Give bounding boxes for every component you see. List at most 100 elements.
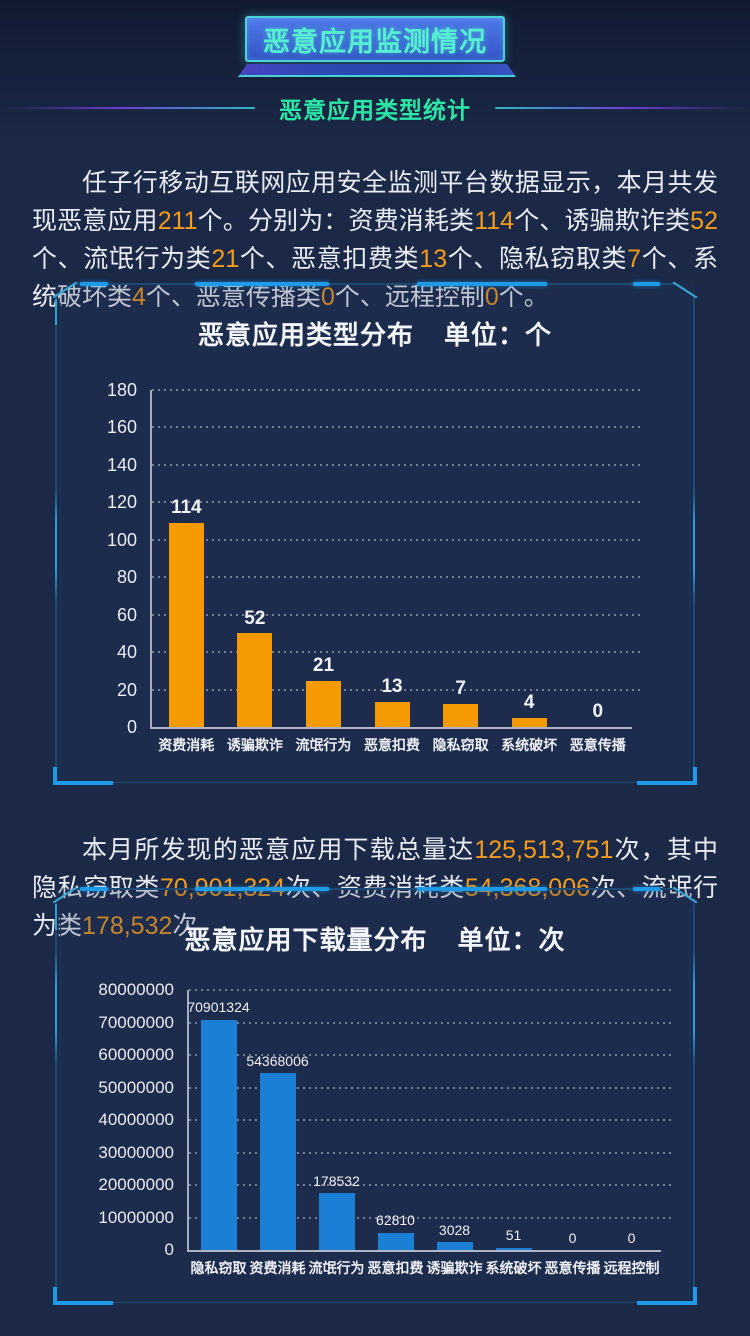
y-tick-label: 0 bbox=[164, 1240, 174, 1259]
bar bbox=[200, 1019, 237, 1250]
bar-value-label: 4 bbox=[523, 692, 535, 714]
y-tick-label: 120 bbox=[106, 492, 137, 513]
number-highlight: 114 bbox=[474, 207, 515, 235]
gridline bbox=[152, 501, 644, 504]
category-label: 诱骗欺诈 bbox=[226, 737, 283, 753]
bar-slot: 4 bbox=[495, 692, 564, 727]
number-highlight: 211 bbox=[157, 207, 198, 235]
category-label: 资费消耗 bbox=[249, 1260, 306, 1276]
number-highlight: 52 bbox=[690, 207, 718, 235]
number-highlight: 0 bbox=[484, 283, 499, 311]
bar-slot: 0 bbox=[543, 1230, 602, 1250]
bar-slot: 51 bbox=[484, 1227, 543, 1250]
page-title: 恶意应用监测情况 bbox=[263, 26, 487, 57]
y-tick-label: 50000000 bbox=[98, 1077, 174, 1097]
category-label: 恶意扣费 bbox=[364, 737, 421, 753]
text-segment: 个、隐私窃取类 bbox=[447, 245, 628, 273]
bar-slot: 7 bbox=[426, 678, 495, 727]
bar-chart-types: 0 20 40 60 80 100 120 140 160 180 114 52 21 13 7 4 0 资费… bbox=[70, 380, 644, 753]
corner-bracket-icon bbox=[53, 767, 113, 785]
text-segment: 任子行移动互联网应用安全监测平台数据显示，本月共发现恶意应用 bbox=[32, 169, 718, 235]
y-tick-label: 0 bbox=[126, 717, 137, 737]
plot-area: 114 52 21 13 7 4 0 资费消耗 诱骗欺诈 流氓行为 恶意扣费 隐私窃取 系统破坏 恶意传… bbox=[150, 389, 644, 753]
category-label: 流氓行为 bbox=[295, 737, 352, 753]
gridline bbox=[189, 1184, 673, 1186]
x-axis-labels: 资费消耗 诱骗欺诈 流氓行为 恶意扣费 隐私窃取 系统破坏 恶意传播 bbox=[152, 735, 632, 755]
header-banner-wrap: 恶意应用监测情况 bbox=[0, 16, 750, 77]
y-axis: 0 10000000 20000000 30000000 40000000 5000000… bbox=[70, 980, 187, 1259]
y-tick-label: 40 bbox=[116, 642, 137, 663]
text-segment: 个、流氓行为类 bbox=[32, 245, 212, 273]
bar-value-label: 70901324 bbox=[187, 999, 250, 1016]
number-highlight: 0 bbox=[320, 283, 335, 311]
y-tick-label: 80 bbox=[116, 567, 137, 588]
bar bbox=[305, 681, 341, 727]
bar-value-label: 178532 bbox=[313, 1173, 360, 1190]
bar-slot: 21 bbox=[289, 655, 358, 727]
chart-title: 恶意应用下载量分布 单位：次 bbox=[55, 920, 695, 957]
header-banner: 恶意应用监测情况 bbox=[238, 16, 516, 77]
y-axis: 0 20 40 60 80 100 120 140 160 180 bbox=[70, 380, 150, 737]
bar-value-label: 7 bbox=[455, 678, 466, 700]
number-highlight: 178,532 bbox=[82, 912, 173, 940]
bar-value-label: 51 bbox=[505, 1227, 522, 1244]
gridline bbox=[152, 426, 644, 429]
bar-value-label: 0 bbox=[592, 701, 604, 723]
bar-chart-downloads: 0 10000000 20000000 30000000 40000000 5000000… bbox=[70, 980, 673, 1276]
corner-bracket-icon bbox=[637, 767, 697, 785]
y-tick-label: 60000000 bbox=[98, 1045, 174, 1064]
text-segment: 个、远程控制 bbox=[334, 283, 485, 311]
y-tick-label: 80000000 bbox=[98, 980, 174, 999]
bar-slot: 52 bbox=[221, 608, 290, 727]
corner-bracket-icon bbox=[637, 1287, 697, 1305]
y-tick-label: 70000000 bbox=[98, 1012, 174, 1032]
bar-slot: 3028 bbox=[425, 1222, 484, 1250]
gridline bbox=[189, 1216, 673, 1219]
chart-panel-downloads: 恶意应用下载量分布 单位：次 0 10000000 20000000 30000000… bbox=[52, 886, 698, 1305]
corner-bracket-icon bbox=[53, 1287, 113, 1305]
category-label: 隐私窃取 bbox=[432, 737, 489, 753]
bar bbox=[168, 522, 204, 727]
category-label: 流氓行为 bbox=[308, 1260, 365, 1276]
section-subtitle-row: 恶意应用类型统计 bbox=[6, 94, 744, 123]
y-tick-label: 180 bbox=[106, 380, 137, 400]
number-highlight: 7 bbox=[627, 245, 642, 273]
chart-unit-label: 单位：个 bbox=[444, 320, 553, 350]
gridline bbox=[189, 1151, 673, 1154]
bar-value-label: 62810 bbox=[376, 1212, 415, 1229]
corner-chamfer-icon bbox=[672, 281, 698, 299]
category-label: 恶意传播 bbox=[544, 1260, 601, 1276]
paragraph-summary-types: 任子行移动互联网应用安全监测平台数据显示，本月共发现恶意应用211个。分别为：资… bbox=[32, 164, 718, 316]
text-segment: 个、诱骗欺诈类 bbox=[514, 207, 691, 235]
bar-value-label: 13 bbox=[381, 676, 403, 698]
text-segment: 个、恶意扣费类 bbox=[239, 245, 420, 273]
bar bbox=[511, 718, 547, 727]
gridline bbox=[152, 538, 644, 541]
bar bbox=[436, 1242, 473, 1250]
bar bbox=[374, 702, 410, 727]
section-subtitle: 恶意应用类型统计 bbox=[279, 97, 471, 123]
bar bbox=[318, 1193, 355, 1250]
number-highlight: 4 bbox=[132, 283, 146, 311]
bar-slot: 70901324 bbox=[187, 999, 250, 1250]
number-highlight: 21 bbox=[211, 245, 240, 273]
y-tick-label: 100 bbox=[106, 529, 137, 550]
gridline bbox=[189, 989, 673, 991]
gridline bbox=[152, 651, 644, 654]
text-segment: 个、恶意传播类 bbox=[145, 283, 321, 311]
category-label: 恶意扣费 bbox=[367, 1260, 424, 1276]
bars-layer: 114 52 21 13 7 4 0 bbox=[152, 390, 632, 727]
y-tick-label: 160 bbox=[106, 417, 137, 438]
bar bbox=[237, 633, 273, 727]
category-label: 隐私窃取 bbox=[190, 1260, 247, 1276]
category-label: 远程控制 bbox=[603, 1260, 660, 1276]
corner-chamfer-icon bbox=[672, 886, 698, 904]
y-tick-label: 60 bbox=[116, 604, 137, 625]
bar-slot: 54368006 bbox=[246, 1053, 309, 1250]
bar-value-label: 21 bbox=[312, 655, 335, 677]
text-segment: 本月所发现的恶意应用下载总量达 bbox=[82, 836, 475, 864]
text-segment: 个。分别为：资费消耗类 bbox=[197, 207, 475, 235]
corner-chamfer-icon bbox=[52, 886, 78, 904]
gridline bbox=[152, 389, 644, 391]
